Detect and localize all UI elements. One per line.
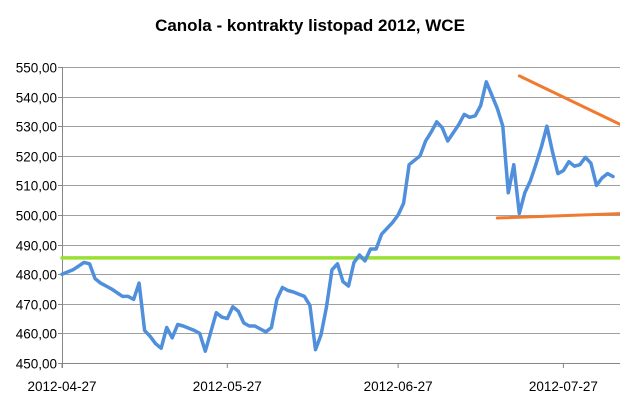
axes	[58, 67, 620, 368]
chart-title: Canola - kontrakty listopad 2012, WCE	[155, 16, 465, 35]
trend-line	[495, 212, 620, 220]
x-tick-label: 2012-05-27	[193, 379, 262, 394]
trend-line	[517, 74, 620, 126]
x-tick-label: 2012-07-27	[529, 379, 598, 394]
y-tick-label: 500,00	[16, 209, 57, 224]
y-tick-label: 530,00	[16, 120, 57, 135]
y-tick-label: 520,00	[16, 150, 57, 165]
y-tick-label: 460,00	[16, 327, 57, 342]
series-lines	[60, 74, 620, 353]
x-tick-label: 2012-04-27	[27, 379, 96, 394]
y-tick-label: 540,00	[16, 91, 57, 106]
y-tick-label: 450,00	[16, 357, 57, 372]
y-tick-label: 480,00	[16, 268, 57, 283]
x-tick-label: 2012-06-27	[364, 379, 433, 394]
y-axis-tick-labels: 450,00 460,00 470,00 480,00 490,00 500,00 510,…	[16, 61, 57, 372]
price-series-line	[60, 80, 615, 353]
x-axis-tick-labels: 2012-04-27 2012-05-27 2012-06-27 2012-07-27	[27, 379, 597, 394]
y-tick-label: 510,00	[16, 179, 57, 194]
y-tick-label: 470,00	[16, 298, 57, 313]
y-tick-label: 490,00	[16, 239, 57, 254]
gridlines	[62, 67, 620, 334]
y-tick-label: 550,00	[16, 61, 57, 76]
